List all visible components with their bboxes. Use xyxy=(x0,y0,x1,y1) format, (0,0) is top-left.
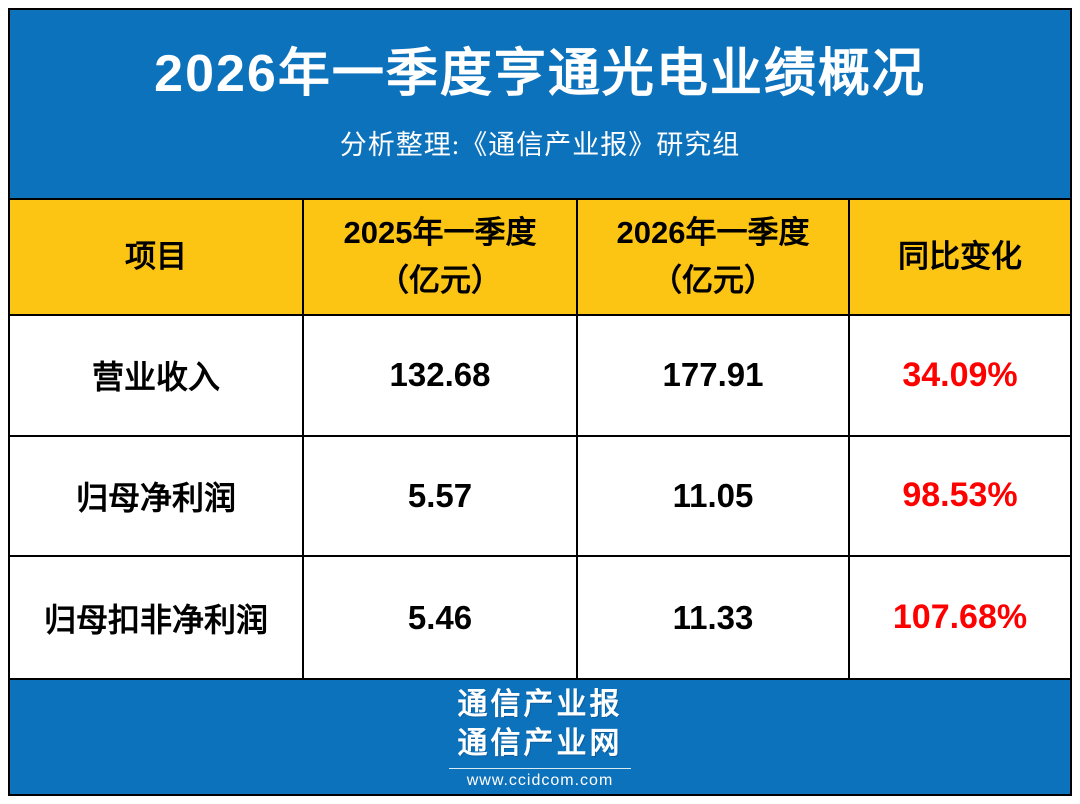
header-cell-item-line1: 项目 xyxy=(125,238,187,274)
header-cell-item: 项目 xyxy=(10,200,304,316)
page-subtitle: 分析整理:《通信产业报》研究组 xyxy=(339,130,741,161)
row-label-net-profit: 归母净利润 xyxy=(10,436,304,558)
row-label-revenue: 营业收入 xyxy=(10,316,304,437)
header-cell-q1-2025-line2: （亿元） xyxy=(378,263,502,298)
header-cell-q1-2026: 2026年一季度 （亿元） xyxy=(578,200,850,316)
header-cell-q1-2025-line1: 2025年一季度 xyxy=(343,214,537,250)
net-profit-2026-value: 11.05 xyxy=(578,436,850,558)
revenue-2026-value: 177.91 xyxy=(578,316,850,437)
poster-frame: 2026年一季度亨通光电业绩概况 分析整理:《通信产业报》研究组 项目 2025… xyxy=(8,8,1072,796)
deducted-net-profit-2026-value: 11.33 xyxy=(578,557,850,678)
deducted-net-profit-2025-value: 5.46 xyxy=(304,557,578,678)
brand-name-paper: 通信产业报 xyxy=(457,687,623,721)
page-title: 2026年一季度亨通光电业绩概况 xyxy=(154,44,926,103)
performance-table: 项目 2025年一季度 （亿元） 2026年一季度 （亿元） 同比变化 营业收入… xyxy=(10,198,1070,680)
revenue-2025-value: 132.68 xyxy=(304,316,578,437)
footer-section: 通信产业报 通信产业网 www.ccidcom.com xyxy=(10,680,1070,794)
header-section: 2026年一季度亨通光电业绩概况 分析整理:《通信产业报》研究组 xyxy=(10,10,1070,198)
row-label-deducted-net-profit: 归母扣非净利润 xyxy=(10,557,304,678)
revenue-yoy-value: 34.09% xyxy=(850,316,1070,437)
header-cell-yoy-change: 同比变化 xyxy=(850,200,1070,316)
header-cell-q1-2026-line2: （亿元） xyxy=(651,263,775,298)
net-profit-yoy-value: 98.53% xyxy=(850,437,1070,558)
header-cell-q1-2026-line1: 2026年一季度 xyxy=(616,214,810,250)
header-cell-q1-2025: 2025年一季度 （亿元） xyxy=(304,200,578,316)
net-profit-2025-value: 5.57 xyxy=(304,436,578,558)
brand-website-url: www.ccidcom.com xyxy=(449,767,631,790)
deducted-net-profit-yoy-value: 107.68% xyxy=(892,598,1028,637)
brand-name-web: 通信产业网 xyxy=(457,726,623,760)
header-cell-yoy-line1: 同比变化 xyxy=(898,238,1022,274)
publisher-logo: 通信产业报 通信产业网 www.ccidcom.com xyxy=(449,685,631,790)
